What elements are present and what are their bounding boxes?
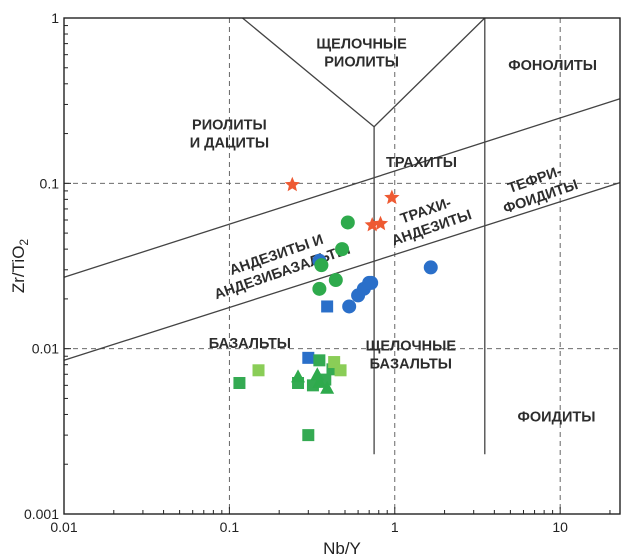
field-label-line: ФОИДИТЫ [518,409,596,425]
data-point-star [372,215,389,231]
y-tick-label: 0.1 [40,175,60,191]
field-label: БАЗАЛЬТЫ [209,336,291,352]
y-tick-label: 0.01 [32,341,59,357]
y-tick-label: 0.001 [24,506,59,522]
gridlines [64,18,620,514]
field-label-line: ЩЕЛОЧНЫЕ [316,36,407,52]
field-label: РИОЛИТЫ И ДАЦИТЫ [190,118,269,152]
data-point-triangle [291,369,306,383]
field-label: ФОИДИТЫ [518,409,596,425]
data-point-circle [312,281,327,296]
x-tick-label: 0.01 [50,519,77,535]
y-axis-label-subscript: 2 [17,239,31,246]
y-axis-label-main: Zr/TiO [9,246,28,294]
field-label-line: ЩЕЛОЧНЫЕ [366,339,457,355]
y-tick-label: 1 [51,10,59,26]
data-point-triangle [312,374,327,388]
data-point-circle [340,215,355,230]
data-points [233,176,438,442]
data-point-circle [335,242,350,257]
field-boundary [63,98,621,278]
data-point-square [252,364,265,377]
field-label: ЩЕЛОЧНЫЕ БАЗАЛЬТЫ [366,339,457,373]
field-label-line: БАЗАЛЬТЫ [370,357,452,373]
field-label: ТРАХИ-АНДЕЗИТЫ [390,195,474,249]
data-point-triangle [310,367,325,381]
x-tick-label: 1 [391,519,399,535]
data-point-square [321,300,334,313]
field-boundary [242,17,486,128]
field-boundary [63,181,621,361]
data-point-circle [423,260,438,275]
field-label-line: И ДАЦИТЫ [190,136,269,152]
field-label-line: РИОЛИТЫ [192,118,267,134]
data-point-circle [314,258,329,273]
field-label-line: ФОНОЛИТЫ [508,58,597,74]
data-point-circle [342,299,357,314]
data-point-square [334,364,347,377]
data-point-triangle [320,380,335,394]
data-point-square [302,429,315,442]
field-label-line: РИОЛИТЫ [324,54,399,70]
y-axis-label: Zr/TiO2 [9,239,31,294]
data-point-square [313,354,326,367]
data-point-star [284,176,300,192]
field-label: ФОНОЛИТЫ [508,58,597,74]
x-tick-label: 0.1 [220,519,240,535]
field-label: ЩЕЛОЧНЫЕ РИОЛИТЫ [316,36,407,70]
field-label-line: ТРАХИТЫ [386,155,457,171]
plot-frame [63,17,621,515]
data-point-star [364,217,380,232]
x-axis-label: Nb/Y [323,539,361,556]
data-point-star [384,189,400,205]
data-point-circle [328,273,343,288]
field-labels: ЩЕЛОЧНЫЕ РИОЛИТЫ ФОНОЛИТЫ РИОЛИТЫ И ДАЦИТЫ ТР… [190,36,597,425]
data-point-circle [364,275,379,290]
field-boundaries [63,17,621,455]
x-tick-label: 10 [552,519,568,535]
field-label-line: БАЗАЛЬТЫ [209,336,291,352]
field-label: ТРАХИТЫ [386,155,457,171]
data-point-square [233,376,246,389]
data-point-square [302,351,315,364]
